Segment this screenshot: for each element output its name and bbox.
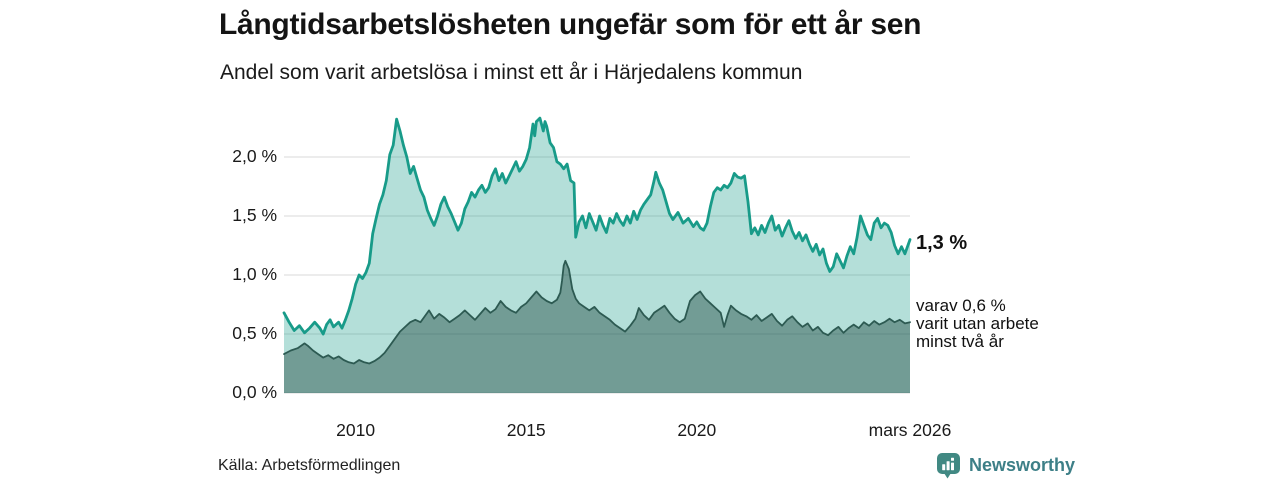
x-axis-label: 2020 bbox=[677, 420, 717, 440]
two-year-annotation-line2: varit utan arbete bbox=[916, 314, 1039, 333]
y-axis-label: 0,0 % bbox=[232, 382, 277, 402]
x-axis-label: mars 2026 bbox=[868, 420, 952, 440]
x-axis-label: 2015 bbox=[506, 420, 546, 440]
newsworthy-brand: Newsworthy bbox=[936, 452, 1075, 479]
y-axis-label: 2,0 % bbox=[232, 146, 277, 166]
total-area bbox=[284, 118, 910, 393]
chart-subtitle: Andel som varit arbetslösa i minst ett å… bbox=[220, 61, 803, 84]
brand-wordmark: Newsworthy bbox=[969, 455, 1076, 475]
y-axis-label: 1,5 % bbox=[232, 205, 277, 225]
page-title: Långtidsarbetslösheten ungefär som för e… bbox=[219, 8, 922, 41]
y-axis-label: 0,5 % bbox=[232, 323, 277, 343]
two-year-area bbox=[284, 260, 910, 393]
two-year-annotation: varav 0,6 % varit utan arbete minst två … bbox=[916, 297, 1076, 351]
source-attribution: Källa: Arbetsförmedlingen bbox=[218, 457, 401, 474]
bar-chart-bubble-icon bbox=[937, 453, 960, 479]
two-year-annotation-line3: minst två år bbox=[916, 332, 1004, 351]
two-year-annotation-line1: varav 0,6 % bbox=[916, 296, 1006, 315]
x-axis-label: 2010 bbox=[336, 420, 376, 440]
total-line bbox=[282, 116, 912, 336]
two-year-line bbox=[283, 259, 911, 365]
latest-value-annotation: 1,3 % bbox=[916, 232, 968, 254]
y-axis-label: 1,0 % bbox=[232, 264, 277, 284]
